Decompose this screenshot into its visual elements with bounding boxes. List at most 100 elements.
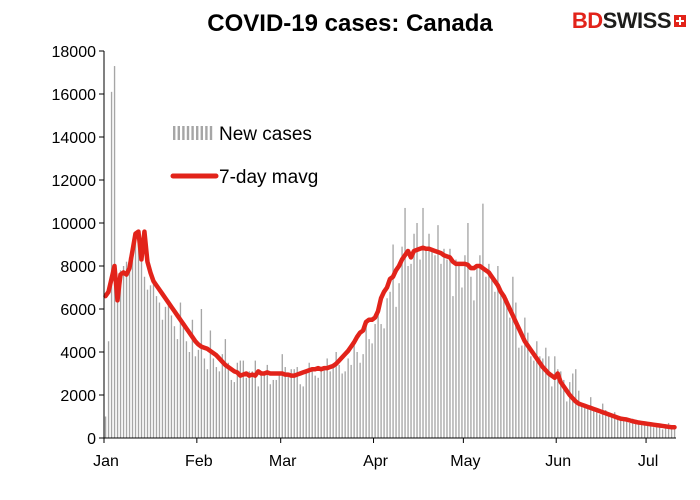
bar-new-cases (658, 425, 661, 438)
bar-new-cases (155, 296, 158, 438)
bar-new-cases (521, 345, 523, 438)
bar-new-cases (263, 373, 265, 438)
bar-new-cases (431, 248, 433, 438)
bar-new-cases (239, 360, 242, 438)
bar-new-cases (479, 255, 481, 438)
bar-new-cases (383, 328, 385, 438)
bar-new-cases (407, 266, 409, 438)
bar-new-cases (347, 358, 349, 438)
bar-new-cases (242, 360, 245, 438)
y-tick-label: 10000 (52, 216, 97, 233)
bar-new-cases (224, 339, 227, 438)
bar-new-cases (257, 386, 259, 438)
bar-new-cases (542, 358, 544, 438)
bar-new-cases (524, 317, 526, 438)
axes-layer: 0 2000 4000 6000 8000 10000 12000 14000 16000 180… (52, 44, 676, 470)
bar-new-cases (584, 405, 586, 438)
bar-new-cases (350, 364, 352, 438)
bar-new-cases (470, 276, 472, 438)
bar-new-cases (356, 352, 358, 438)
bar-new-cases (335, 352, 337, 438)
bar-new-cases (179, 302, 182, 438)
bar-new-cases (371, 343, 373, 438)
bar-new-cases (569, 382, 571, 438)
bar-new-cases (392, 244, 394, 438)
bar-new-cases (587, 407, 589, 438)
bar-new-cases (428, 233, 430, 438)
legend: New cases 7-day mavg (170, 124, 318, 188)
legend-label-7-day-mavg: 7-day mavg (219, 167, 318, 188)
bar-new-cases (329, 371, 331, 438)
bar-new-cases (176, 339, 179, 438)
bar-new-cases (206, 369, 209, 438)
bar-new-cases (494, 291, 496, 438)
y-tick-label: 18000 (52, 44, 97, 61)
bar-new-cases (380, 324, 382, 438)
bar-new-cases (212, 358, 215, 438)
bar-new-cases (311, 369, 313, 438)
bar-new-cases (643, 425, 646, 438)
brand-swiss: SWISS (602, 8, 672, 33)
bar-new-cases (563, 379, 565, 438)
bar-new-cases (143, 276, 146, 438)
bar-new-cases (110, 91, 113, 438)
bar-new-cases (515, 302, 517, 438)
bar-new-cases (455, 259, 457, 438)
bar-new-cases (182, 326, 185, 438)
bar-new-cases (251, 371, 253, 438)
x-tick-label: Apr (363, 453, 389, 470)
bar-new-cases (625, 418, 628, 438)
x-tick-label: Mar (269, 453, 297, 470)
bar-new-cases (667, 422, 670, 438)
bar-new-cases (374, 324, 376, 438)
legend-swatch-new-cases (196, 126, 199, 140)
bar-new-cases (646, 425, 649, 438)
bar-new-cases (287, 375, 289, 438)
bar-new-cases (248, 371, 250, 438)
bar-new-cases (670, 429, 673, 438)
bar-new-cases (614, 412, 616, 438)
bar-new-cases (362, 354, 364, 438)
bar-new-cases (497, 266, 499, 438)
bar-new-cases (305, 373, 307, 438)
bar-new-cases (572, 373, 574, 438)
bar-new-cases (197, 349, 200, 438)
bar-new-cases (461, 287, 463, 438)
bar-new-cases (290, 369, 292, 438)
legend-swatch-new-cases (200, 126, 203, 140)
bar-new-cases (389, 291, 391, 438)
legend-swatch-new-cases (209, 126, 213, 140)
bar-new-cases (218, 371, 221, 438)
bar-new-cases (620, 416, 622, 438)
x-tick-label: Jan (93, 453, 119, 470)
bar-new-cases (566, 401, 568, 438)
legend-swatch-new-cases (182, 126, 185, 140)
bar-new-cases (467, 223, 469, 438)
bar-new-cases (359, 362, 361, 438)
bar-new-cases (446, 259, 448, 438)
bar-new-cases (368, 339, 370, 438)
y-tick-label: 4000 (60, 345, 96, 362)
bar-new-cases (449, 248, 451, 438)
bar-new-cases (500, 289, 502, 438)
bar-new-cases (173, 326, 176, 438)
bar-new-cases (649, 422, 652, 438)
bar-new-cases (314, 375, 316, 438)
bar-new-cases (530, 356, 532, 438)
bar-new-cases (419, 259, 421, 438)
bar-new-cases (491, 276, 493, 438)
bar-new-cases (655, 427, 658, 438)
bar-new-cases (236, 362, 239, 438)
bar-new-cases (410, 263, 412, 438)
bar-new-cases (533, 360, 535, 438)
bar-new-cases (320, 371, 322, 438)
bar-new-cases (344, 371, 346, 438)
bar-new-cases (637, 422, 640, 438)
brand-bd: BD (571, 8, 603, 33)
bar-new-cases (560, 371, 562, 438)
bar-new-cases (185, 341, 188, 438)
bar-new-cases (260, 375, 262, 438)
bar-new-cases (422, 207, 424, 438)
legend-item-7-day-mavg: 7-day mavg (170, 167, 318, 188)
bar-new-cases (398, 283, 400, 438)
